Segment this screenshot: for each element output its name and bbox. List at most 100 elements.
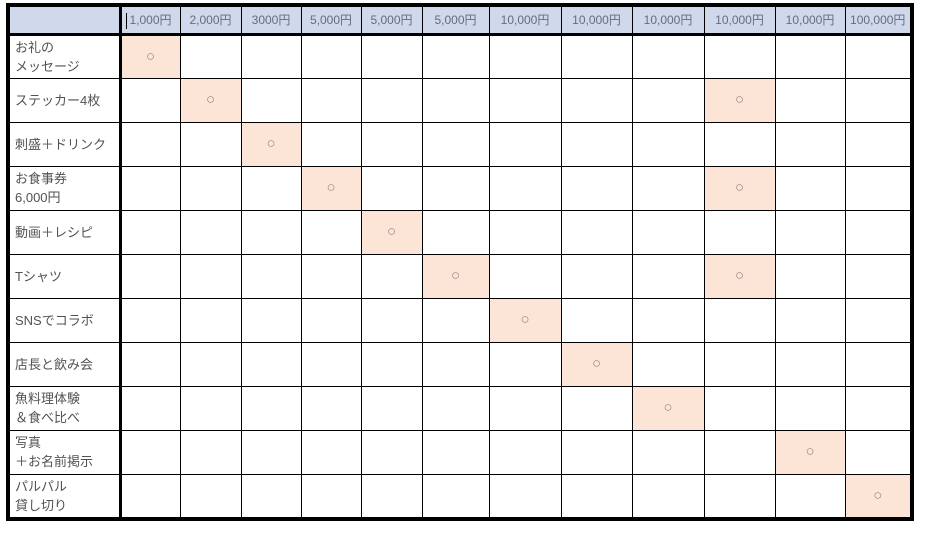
grid-cell[interactable] [179, 209, 242, 255]
reward-label-cell[interactable]: 写真 ＋お名前掲示 [7, 429, 122, 475]
grid-cell[interactable] [240, 253, 302, 299]
grid-cell[interactable] [631, 165, 705, 211]
grid-cell[interactable] [774, 121, 846, 167]
grid-cell[interactable] [300, 121, 362, 167]
grid-cell[interactable] [119, 341, 181, 387]
grid-cell[interactable] [488, 385, 562, 431]
grid-cell[interactable] [240, 33, 302, 79]
grid-cell[interactable] [560, 473, 633, 519]
grid-cell[interactable] [844, 165, 913, 211]
grid-cell[interactable] [360, 473, 423, 519]
grid-cell[interactable] [774, 473, 846, 519]
grid-cell[interactable] [300, 33, 362, 79]
grid-cell[interactable] [631, 33, 705, 79]
grid-cell[interactable] [631, 77, 705, 123]
grid-cell[interactable] [774, 33, 846, 79]
reward-label-cell[interactable]: パルパル 貸し切り [7, 473, 122, 519]
grid-cell[interactable] [774, 209, 846, 255]
grid-cell[interactable] [844, 33, 913, 79]
reward-label-cell[interactable]: 魚料理体験 ＆食べ比べ [7, 385, 122, 431]
grid-cell[interactable] [421, 209, 490, 255]
column-header-price[interactable]: 5,000円 [360, 4, 423, 36]
grid-cell[interactable]: ○ [560, 341, 633, 387]
grid-cell[interactable]: ○ [488, 297, 562, 343]
grid-cell[interactable] [703, 473, 776, 519]
grid-cell[interactable] [119, 77, 181, 123]
grid-cell[interactable] [488, 77, 562, 123]
grid-cell[interactable]: ○ [703, 165, 776, 211]
grid-cell[interactable]: ○ [119, 33, 181, 79]
grid-cell[interactable] [240, 297, 302, 343]
grid-cell[interactable] [703, 33, 776, 79]
grid-cell[interactable] [703, 209, 776, 255]
grid-cell[interactable] [703, 121, 776, 167]
column-header-price[interactable]: 3000円 [240, 4, 302, 36]
grid-cell[interactable] [179, 341, 242, 387]
grid-cell[interactable] [774, 253, 846, 299]
grid-cell[interactable] [179, 429, 242, 475]
grid-cell[interactable] [421, 121, 490, 167]
grid-cell[interactable] [240, 77, 302, 123]
grid-cell[interactable] [631, 209, 705, 255]
grid-cell[interactable] [844, 121, 913, 167]
grid-cell[interactable] [421, 77, 490, 123]
grid-cell[interactable] [631, 429, 705, 475]
grid-cell[interactable] [360, 77, 423, 123]
grid-cell[interactable] [360, 385, 423, 431]
grid-cell[interactable] [119, 253, 181, 299]
grid-cell[interactable] [179, 473, 242, 519]
column-header-price[interactable]: 5,000円 [421, 4, 490, 36]
grid-cell[interactable] [488, 165, 562, 211]
grid-cell[interactable] [703, 341, 776, 387]
grid-cell[interactable] [240, 429, 302, 475]
grid-cell[interactable] [179, 253, 242, 299]
reward-label-cell[interactable]: お食事券 6,000円 [7, 165, 122, 211]
reward-label-cell[interactable]: 動画＋レシピ [7, 209, 122, 255]
grid-cell[interactable] [119, 385, 181, 431]
grid-cell[interactable]: ○ [179, 77, 242, 123]
grid-cell[interactable]: ○ [844, 473, 913, 519]
grid-cell[interactable] [844, 341, 913, 387]
column-header-price[interactable]: 5,000円 [300, 4, 362, 36]
grid-cell[interactable] [560, 121, 633, 167]
grid-cell[interactable] [560, 297, 633, 343]
grid-cell[interactable] [240, 209, 302, 255]
grid-cell[interactable] [300, 473, 362, 519]
column-header-price[interactable]: 10,000円 [560, 4, 633, 36]
grid-cell[interactable] [844, 385, 913, 431]
reward-label-cell[interactable]: ステッカー4枚 [7, 77, 122, 123]
grid-cell[interactable] [560, 77, 633, 123]
grid-cell[interactable] [421, 33, 490, 79]
grid-cell[interactable] [421, 385, 490, 431]
grid-cell[interactable] [703, 429, 776, 475]
reward-label-cell[interactable]: お礼の メッセージ [7, 33, 122, 79]
grid-cell[interactable] [360, 121, 423, 167]
grid-cell[interactable] [631, 473, 705, 519]
grid-cell[interactable] [488, 429, 562, 475]
grid-cell[interactable]: ○ [631, 385, 705, 431]
grid-cell[interactable]: ○ [421, 253, 490, 299]
grid-cell[interactable] [179, 121, 242, 167]
grid-cell[interactable] [179, 165, 242, 211]
grid-cell[interactable] [844, 77, 913, 123]
grid-cell[interactable] [240, 165, 302, 211]
grid-cell[interactable] [300, 253, 362, 299]
grid-cell[interactable] [488, 209, 562, 255]
grid-cell[interactable] [488, 121, 562, 167]
grid-cell[interactable] [119, 165, 181, 211]
grid-cell[interactable] [488, 473, 562, 519]
grid-cell[interactable] [488, 253, 562, 299]
grid-cell[interactable] [488, 341, 562, 387]
grid-cell[interactable]: ○ [360, 209, 423, 255]
grid-cell[interactable] [421, 341, 490, 387]
grid-cell[interactable] [240, 473, 302, 519]
grid-cell[interactable] [631, 253, 705, 299]
grid-cell[interactable] [240, 385, 302, 431]
grid-cell[interactable]: ○ [703, 253, 776, 299]
grid-cell[interactable] [774, 77, 846, 123]
column-header-price[interactable]: 1,000円 [119, 4, 181, 36]
grid-cell[interactable] [300, 209, 362, 255]
grid-cell[interactable] [119, 297, 181, 343]
column-header-price[interactable]: 100,000円 [844, 4, 913, 36]
grid-cell[interactable] [844, 209, 913, 255]
